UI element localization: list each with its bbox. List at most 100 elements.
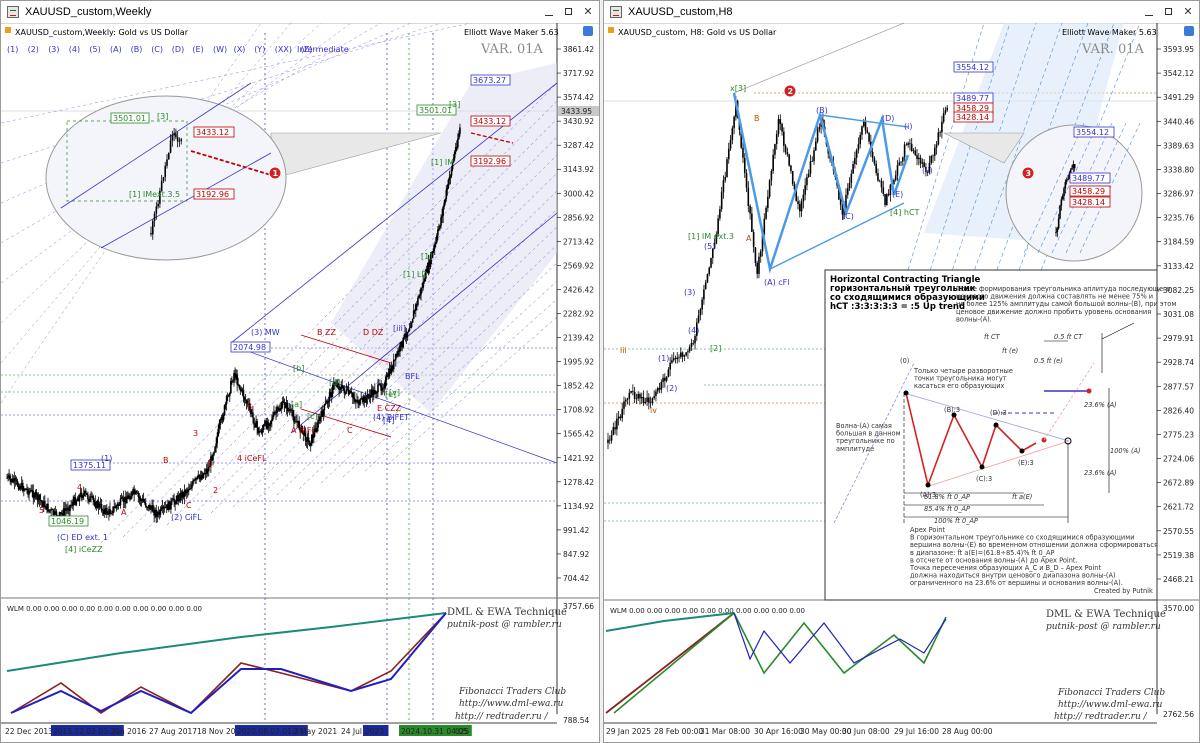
wave-degree-button: (C) [151,45,163,54]
weekly-candle-body [336,385,338,388]
wave-label: [1] IM [431,158,454,167]
wave-label: [iii] [393,324,406,333]
price-tick-label: 3542.12 [1163,69,1194,78]
weekly-candle-body [189,488,191,491]
wave-label: [4] hCT [890,208,920,217]
minimize-button[interactable] [1141,4,1157,20]
weekly-candle-body [115,505,118,509]
weekly-candle-body [162,506,165,509]
weekly-candle-body [106,507,108,515]
weekly-candle-body [138,496,141,499]
weekly-candle-body [128,495,130,498]
h8-candle-body [726,159,728,178]
wave-label: 2 [213,486,218,495]
price-tick-label: 2569.92 [563,261,594,270]
h8-candle-body [930,156,933,163]
h8-candle-body [886,194,888,205]
zoom-candle-body [171,135,174,141]
wave-degree-button: (Z) [301,45,313,54]
weekly-candle-body [129,497,131,500]
right-chart-window[interactable]: XAUUSD_custom,H8 ✕ 3593.95 3542.12 3491.29… [603,0,1200,743]
weekly-candle-body [409,327,412,328]
h8-candle-body [944,110,947,114]
weekly-candle-body [350,392,353,394]
zoom-label-3428-box [1069,196,1111,208]
weekly-candle-body [347,388,350,395]
weekly-candle-body [164,507,167,508]
h8-candle-body [674,358,677,360]
close-button[interactable]: ✕ [583,6,593,18]
weekly-candle-body [337,384,339,388]
weekly-candle-body [434,242,437,245]
weekly-candle-body [205,468,208,474]
h8-candle-body [724,177,727,181]
weekly-candle-body [436,235,438,243]
left-weekly-chart[interactable]: 3861.42 3717.92 3574.42 3430.92 3287.42 3143.… [1,23,599,742]
wlm-label: WLM 0.00 0.00 0.00 0.00 0.00 0.00 0.00 0… [7,605,202,613]
weekly-candle-body [183,490,186,498]
level-box-3673-box [470,74,511,86]
h8-candle-body [800,201,803,212]
weekly-candle-body [49,509,51,511]
h8-candle-body [633,391,636,400]
price-tick-label: 1278.42 [563,478,594,487]
h8-candle-body [862,121,865,127]
red-triangle-line [300,408,392,438]
h8-candle-body [685,352,687,356]
menu-square-icon [5,27,11,33]
weekly-candle-body [406,332,409,338]
weekly-candle-body [438,228,440,230]
wave-label: [4] [383,416,394,425]
weekly-candle-body [281,401,284,408]
zoom-label-3489-box [1069,172,1111,184]
weekly-candle-body [390,365,393,373]
weekly-candle-body [273,411,275,416]
weekly-candle-body [432,248,435,252]
weekly-candle-body [244,399,247,401]
diagram-fib-label: ft a(E) [1012,493,1032,501]
weekly-candle-body [59,512,62,514]
level-box-3192: 3192.96 [473,157,506,166]
weekly-candle-body [97,500,100,508]
weekly-candle-body [282,401,285,403]
zoom-candle-body [178,140,181,142]
weekly-candle-body [100,504,103,511]
diagram-point-label: (E):3 [1018,459,1034,467]
weekly-candle-body [42,501,45,507]
weekly-candle-body [353,397,355,399]
zoom-candle-body [1068,173,1071,179]
brand-url2: http:// redtrader.ru / [455,712,549,722]
weekly-candle-body [20,482,23,489]
level-box-3433-box [470,115,511,127]
weekly-candle-body [386,374,389,377]
price-tick-label: 3717.92 [563,69,594,78]
maximize-button[interactable] [1161,4,1177,20]
close-button[interactable]: ✕ [1183,6,1193,18]
h8-candle-body [756,262,758,274]
minimize-button[interactable] [541,4,557,20]
right-h8-chart[interactable]: 3593.95 3542.12 3491.29 3440.46 3389.63 3338.… [604,23,1199,742]
left-window-titlebar[interactable]: XAUUSD_custom,Weekly ✕ [1,1,599,24]
weekly-candle-body [454,147,457,152]
left-chart-window[interactable]: XAUUSD_custom,Weekly ✕ 3861.42 3717.92 357… [0,0,600,743]
weekly-candle-body [422,281,424,289]
zoom-candle-body [1065,180,1068,182]
weekly-candle-body [308,440,311,447]
info-apex-line: в диапазоне: ft a(E)=(61.8÷85.4)% ft 0_A… [910,549,1054,557]
h8-candle-body [735,100,737,117]
h8-candle-body [628,392,631,399]
maximize-button[interactable] [561,4,577,20]
indicator-line-blue [733,612,947,664]
h8-candle-body [669,362,671,370]
weekly-candle-body [68,510,70,511]
price-tick-label: 3338.80 [1163,165,1194,174]
weekly-candle-body [446,188,449,190]
weekly-candle-body [410,322,413,328]
h8-candle-body [621,408,624,419]
h8-candle-body [768,180,771,197]
weekly-candle-body [296,421,298,423]
h8-candle-body [653,396,655,399]
right-window-titlebar[interactable]: XAUUSD_custom,H8 ✕ [604,1,1199,24]
date-highlight [235,725,308,736]
h8-candle-body [816,129,819,142]
